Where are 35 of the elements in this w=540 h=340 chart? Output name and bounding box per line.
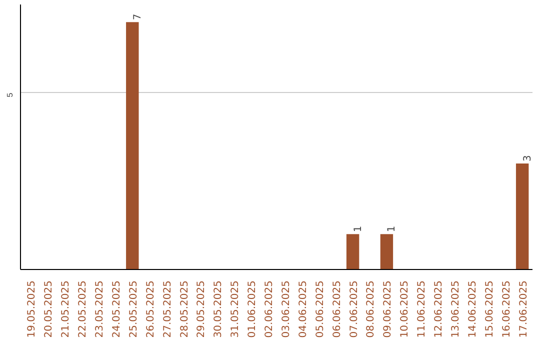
x-tick-label: 29.05.2025: [196, 280, 208, 338]
x-tick-label: 28.05.2025: [179, 280, 190, 338]
x-tick-label: 27.05.2025: [162, 280, 174, 338]
x-tick-label: 17.06.2025: [518, 280, 530, 338]
x-tick-label: 07.06.2025: [348, 280, 360, 338]
x-tick-label: 04.06.2025: [298, 280, 309, 338]
x-tick-label: 31.05.2025: [230, 280, 242, 338]
x-tick-label: 05.06.2025: [314, 280, 326, 338]
x-tick-label: 08.06.2025: [366, 280, 377, 338]
x-tick-label: 14.06.2025: [467, 280, 478, 338]
x-tick-label: 06.06.2025: [332, 280, 343, 338]
x-tick-label: 26.05.2025: [145, 280, 156, 338]
x-tick-label: 09.06.2025: [382, 280, 394, 338]
y-tick-label: 5: [6, 92, 14, 98]
data-label: 3: [522, 155, 534, 162]
x-tick-label: 13.06.2025: [450, 280, 462, 338]
x-tick-label: 21.05.2025: [60, 280, 72, 338]
x-tick-label: 10.06.2025: [400, 280, 411, 338]
x-tick-label: 11.06.2025: [416, 280, 428, 338]
x-tick-label: 15.06.2025: [484, 280, 496, 338]
data-label: 1: [386, 226, 398, 232]
x-tick-label: 22.05.2025: [78, 280, 89, 338]
x-tick-label: 19.05.2025: [26, 280, 38, 338]
x-tick-label: 20.05.2025: [44, 280, 55, 338]
x-tick-label: 01.06.2025: [247, 280, 258, 338]
data-label: 1: [352, 226, 364, 232]
x-tick-label: 16.06.2025: [501, 280, 512, 338]
x-tick-label: 23.05.2025: [94, 280, 106, 338]
x-tick-label: 03.06.2025: [280, 280, 292, 338]
x-tick-label: 12.06.2025: [434, 280, 445, 338]
x-tick-label: 30.05.2025: [213, 280, 224, 338]
x-tick-label: 25.05.2025: [128, 280, 140, 338]
x-tick-label: 24.05.2025: [111, 280, 122, 338]
x-tick-label: 02.06.2025: [264, 280, 276, 338]
data-label: 7: [132, 14, 144, 20]
